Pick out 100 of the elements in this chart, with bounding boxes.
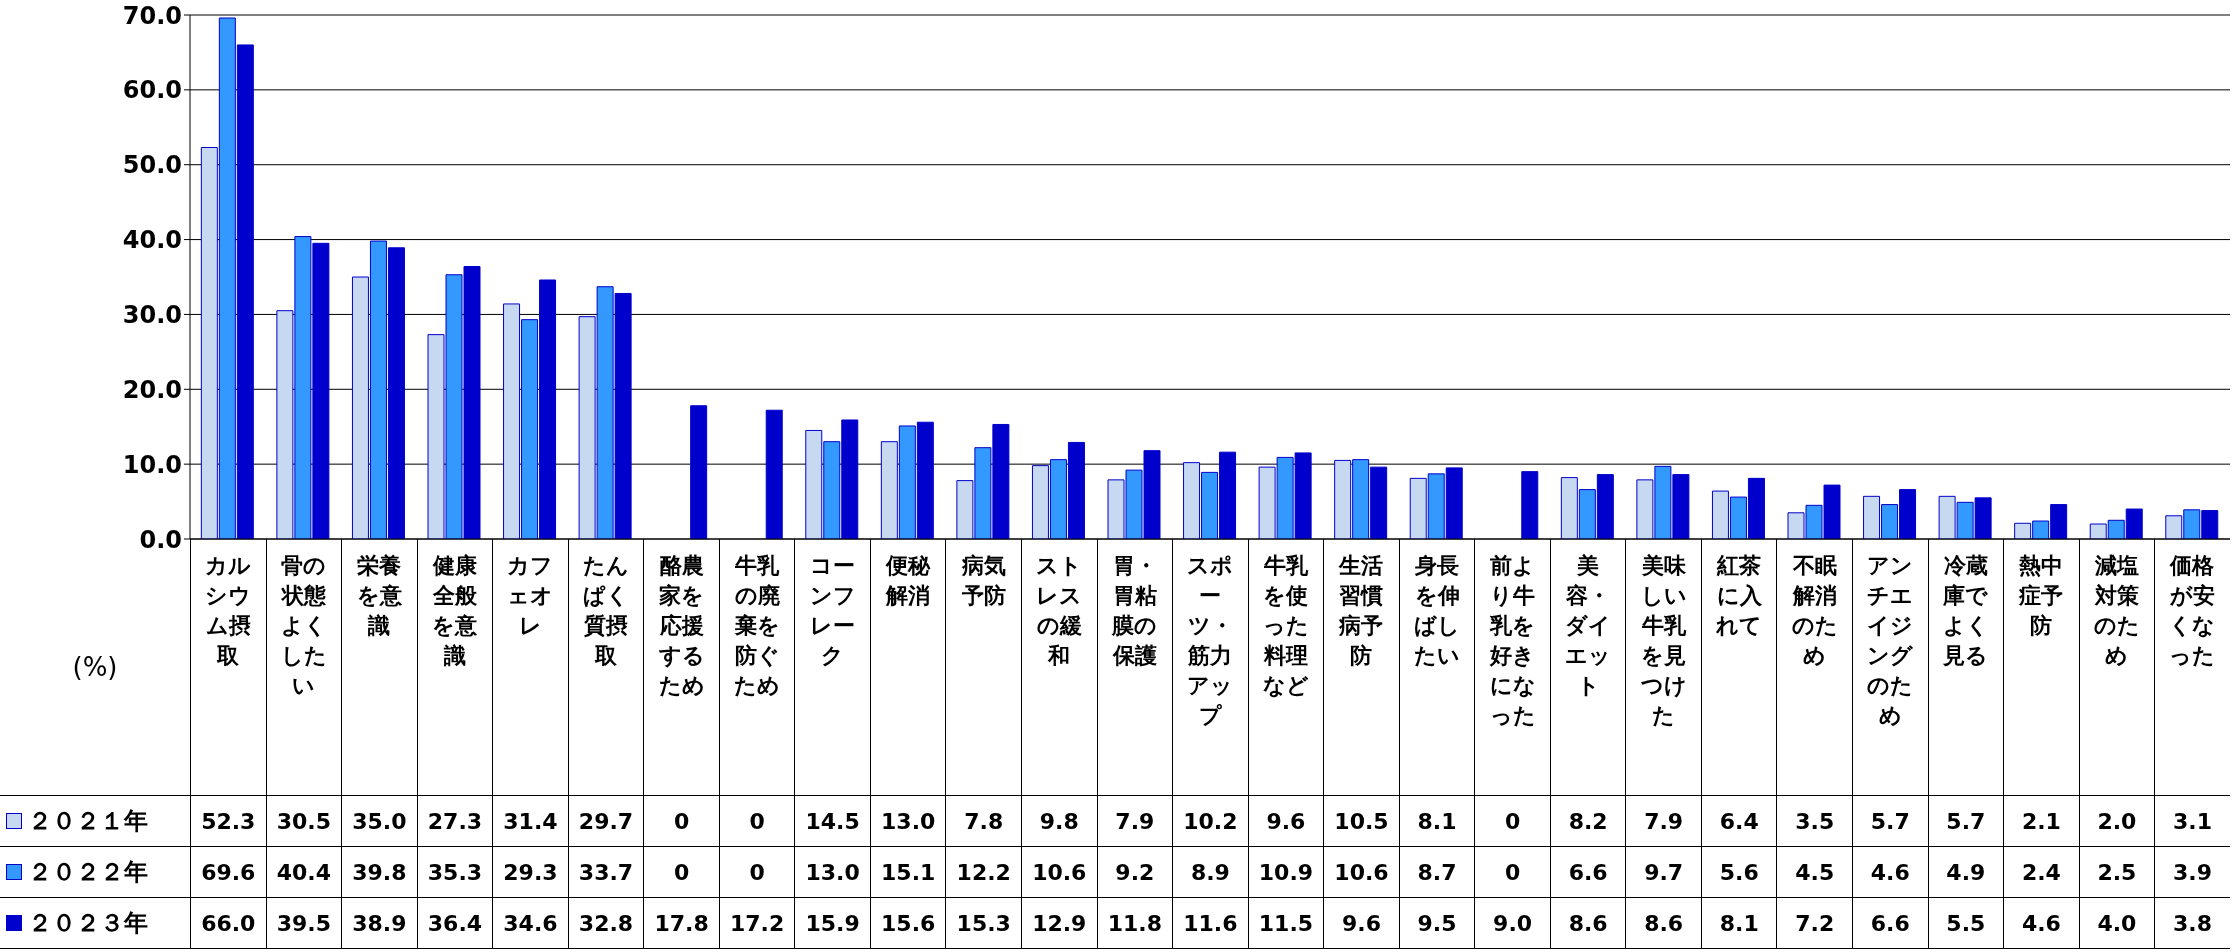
data-label: 8.2 xyxy=(1549,796,1626,846)
data-label: 9.8 xyxy=(1021,796,1097,846)
data-label: 3.5 xyxy=(1776,796,1853,846)
data-label: 11.6 xyxy=(1172,898,1248,948)
x-tick-label: アンチエイジングのため xyxy=(1866,552,1915,730)
data-label: 6.4 xyxy=(1700,796,1777,846)
y-tick-label: 70.0 xyxy=(122,1,182,30)
x-tick-label: 美味しい牛乳を見つけた xyxy=(1639,552,1688,730)
y-axis-title: (%) xyxy=(72,652,118,682)
data-label: 9.0 xyxy=(1474,898,1550,948)
y-tick-label: 30.0 xyxy=(122,300,182,329)
data-label: 12.2 xyxy=(945,847,1022,897)
data-label: 8.7 xyxy=(1398,847,1475,897)
data-label: 11.5 xyxy=(1247,898,1324,948)
bar xyxy=(765,409,783,539)
data-label: 35.3 xyxy=(416,847,493,897)
x-tick-label: 便秘解消 xyxy=(884,552,932,610)
data-label: 2.0 xyxy=(2078,796,2155,846)
data-label: 4.9 xyxy=(1927,847,2004,897)
data-label: 10.9 xyxy=(1247,847,1324,897)
data-label: 9.2 xyxy=(1096,847,1173,897)
x-tick-label: 胃・胃粘膜の保護 xyxy=(1110,552,1159,670)
data-label: 9.6 xyxy=(1323,898,1399,948)
x-tick-label: 身長を伸ばしたい xyxy=(1413,552,1461,670)
data-label: 0 xyxy=(1474,847,1550,897)
data-label: 17.8 xyxy=(643,898,719,948)
x-tick-label: 栄養を意識 xyxy=(355,552,403,640)
data-label: 15.9 xyxy=(794,898,870,948)
data-label: 4.0 xyxy=(2078,898,2155,948)
legend-label: ２０２３年 xyxy=(28,908,148,939)
data-label: 4.6 xyxy=(1852,847,1928,897)
data-label: 8.6 xyxy=(1625,898,1701,948)
data-label: 38.9 xyxy=(341,898,417,948)
data-label: 66.0 xyxy=(190,898,266,948)
x-tick-label: 前より牛乳を好きになった xyxy=(1488,552,1537,730)
y-tick-label: 0.0 xyxy=(139,525,182,554)
x-tick-label: 牛乳の廃棄を防ぐため xyxy=(733,552,782,700)
data-label: 4.6 xyxy=(2003,898,2079,948)
data-label: 52.3 xyxy=(190,796,266,846)
x-tick-label: カルシウム摂取 xyxy=(204,552,253,670)
data-label: 39.8 xyxy=(341,847,417,897)
data-label: 5.6 xyxy=(1700,847,1777,897)
legend-label: ２０２１年 xyxy=(28,806,148,837)
data-label: 5.5 xyxy=(1927,898,2004,948)
data-label: 2.4 xyxy=(2003,847,2079,897)
data-label: 12.9 xyxy=(1021,898,1097,948)
x-tick-label: 生活習慣病予防 xyxy=(1337,552,1385,670)
data-label: 0 xyxy=(718,847,795,897)
x-tick-label: 骨の状態よくしたい xyxy=(279,552,328,700)
data-label: 14.5 xyxy=(794,796,870,846)
y-tick-label: 60.0 xyxy=(122,76,182,105)
data-label: 4.5 xyxy=(1776,847,1853,897)
bar xyxy=(690,405,708,539)
data-label: 3.1 xyxy=(2154,796,2230,846)
data-label: 11.8 xyxy=(1096,898,1173,948)
x-tick-label: ストレスの緩和 xyxy=(1035,552,1084,670)
y-tick-label: 50.0 xyxy=(122,151,182,180)
x-tick-label: 冷蔵庫でよく見る xyxy=(1941,552,1990,670)
data-label: 6.6 xyxy=(1549,847,1626,897)
data-label: 7.9 xyxy=(1096,796,1173,846)
data-label: 10.2 xyxy=(1172,796,1248,846)
data-label: 15.1 xyxy=(869,847,946,897)
data-label: 3.8 xyxy=(2154,898,2230,948)
data-label: 7.8 xyxy=(945,796,1022,846)
data-label: 36.4 xyxy=(416,898,493,948)
data-label: 13.0 xyxy=(794,847,870,897)
x-tick-label: 美容・ダイエット xyxy=(1564,552,1613,700)
data-label: 2.5 xyxy=(2078,847,2155,897)
x-tick-label: 牛乳を使った料理など xyxy=(1261,552,1310,700)
data-label: 0 xyxy=(718,796,795,846)
x-tick-label: 減塩対策のため xyxy=(2092,552,2141,670)
legend-label: ２０２２年 xyxy=(28,857,148,888)
data-label: 9.5 xyxy=(1398,898,1475,948)
data-label: 13.0 xyxy=(869,796,946,846)
data-label: 3.9 xyxy=(2154,847,2230,897)
bar xyxy=(1521,471,1539,539)
data-label: 0 xyxy=(643,847,719,897)
data-label: 0 xyxy=(643,796,719,846)
data-label: 8.6 xyxy=(1549,898,1626,948)
data-label: 31.4 xyxy=(492,796,568,846)
data-label: 29.7 xyxy=(567,796,644,846)
data-label: 39.5 xyxy=(265,898,342,948)
x-tick-label: 熱中症予防 xyxy=(2018,552,2065,640)
data-label: 10.6 xyxy=(1021,847,1097,897)
x-tick-label: 価格が安くなった xyxy=(2168,552,2217,670)
data-label: 7.2 xyxy=(1776,898,1853,948)
data-label: 9.7 xyxy=(1625,847,1701,897)
data-label: 34.6 xyxy=(492,898,568,948)
y-tick-label: 40.0 xyxy=(122,226,182,255)
x-tick-label: たんぱく質摂取 xyxy=(582,552,630,670)
data-label: 2.1 xyxy=(2003,796,2079,846)
data-label: 0 xyxy=(1474,796,1550,846)
data-label: 32.8 xyxy=(567,898,644,948)
data-label: 30.5 xyxy=(265,796,342,846)
data-label: 33.7 xyxy=(567,847,644,897)
data-label: 29.3 xyxy=(492,847,568,897)
x-tick-label: 不眠解消のため xyxy=(1790,552,1839,670)
data-label: 7.9 xyxy=(1625,796,1701,846)
x-tick-label: 健康全般を意識 xyxy=(431,552,479,670)
data-label: 15.3 xyxy=(945,898,1022,948)
